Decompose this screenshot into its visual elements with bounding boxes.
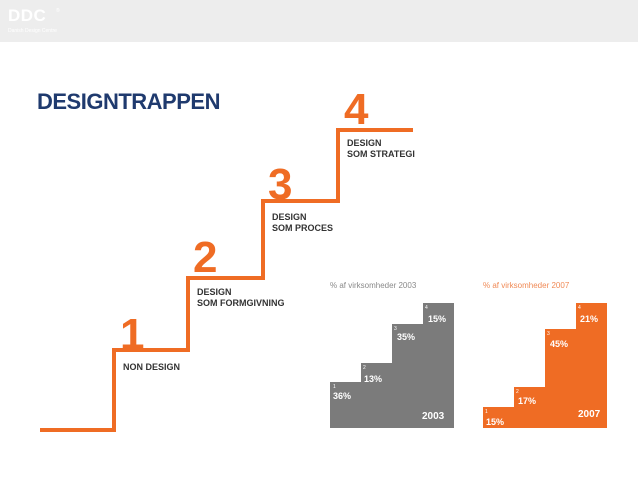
chart-2007-step-index-3: 3 [547,331,550,337]
logo-subtitle: Danish Design Centre [8,28,57,34]
chart-2003-value-3: 35% [397,332,416,342]
step-label-3-line2: SOM PROCES [272,223,334,233]
step-label-2: DESIGN SOM FORMGIVNING [197,287,285,309]
chart-2007-value-4: 21% [580,314,599,324]
step-label-2-line2: SOM FORMGIVNING [197,298,285,308]
chart-2007-step-index-2: 2 [516,389,519,395]
chart-2007-step-index-1: 1 [485,409,488,415]
chart-2003-value-1: 36% [333,391,352,401]
step-number-1: 1 [120,310,145,359]
chart-2007-value-3: 45% [550,339,569,349]
ddc-logo: DDC ® Danish Design Centre [8,6,62,36]
step-label-1-line1: NON DESIGN [123,362,181,372]
chart-2007-value-1: 15% [486,417,505,427]
chart-2003-value-4: 15% [428,314,447,324]
step-label-1: NON DESIGN [123,362,180,373]
chart-2003-year: 2003 [422,411,445,422]
chart-2007-value-2: 17% [518,396,537,406]
chart-2003: 1 36% 2 13% 3 35% 4 15% 2003 [330,303,454,428]
logo-registered-mark: ® [56,8,60,14]
chart-2003-step-index-2: 2 [363,365,366,371]
step-label-2-line1: DESIGN [197,287,232,297]
chart-2003-shape [330,303,454,428]
chart-2007-caption: % af virksomheder 2007 [483,281,570,290]
chart-2003-step-index-3: 3 [394,326,397,332]
step-number-4: 4 [344,85,369,134]
chart-2007-year: 2007 [578,409,601,420]
logo-text: DDC [8,6,47,25]
step-number-2: 2 [193,233,218,282]
chart-2003-caption: % af virksomheder 2003 [330,281,417,290]
chart-2007: 1 15% 2 17% 3 45% 4 21% 2007 [483,303,607,428]
step-label-4-line2: SOM STRATEGI [347,149,415,159]
step-label-3: DESIGN SOM PROCES [272,212,333,234]
step-label-3-line1: DESIGN [272,212,307,222]
step-label-4: DESIGN SOM STRATEGI [347,138,415,160]
step-number-3: 3 [268,160,293,209]
chart-2003-step-index-4: 4 [425,305,428,311]
chart-2007-shape [483,303,607,428]
top-bar: DDC ® Danish Design Centre [0,0,638,42]
chart-2003-step-index-1: 1 [333,384,336,390]
chart-2007-step-index-4: 4 [578,305,581,311]
step-label-4-line1: DESIGN [347,138,382,148]
chart-2003-value-2: 13% [364,374,383,384]
slide-title: DESIGNTRAPPEN [37,89,220,114]
